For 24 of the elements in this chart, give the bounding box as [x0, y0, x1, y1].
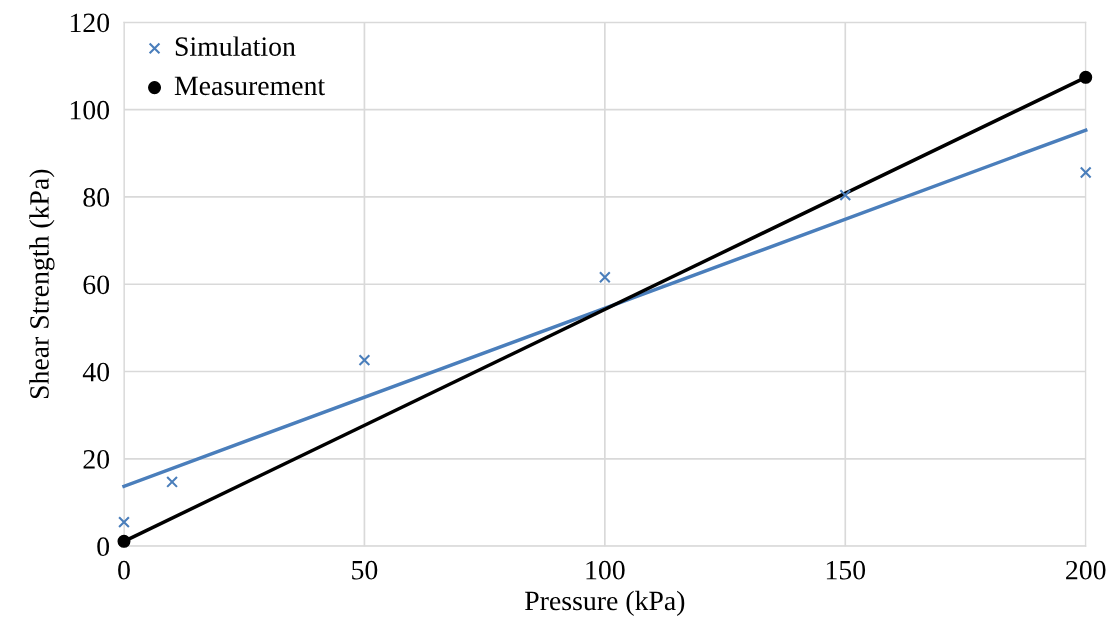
y-tick-label: 60 — [83, 275, 110, 295]
point — [1079, 166, 1092, 179]
point — [118, 516, 130, 529]
legend-label: Simulation — [175, 36, 296, 56]
x-tick-label: 200 — [1066, 560, 1106, 580]
y-tick-label: 0 — [97, 537, 110, 557]
y-tick-label: 120 — [70, 13, 110, 33]
x-tick-label: 150 — [826, 560, 866, 580]
y-tick-label: 40 — [82, 362, 110, 382]
y-tick-label: 80 — [83, 188, 110, 207]
point — [598, 271, 611, 284]
y-axis-title: Shear Strength (kPa) — [29, 169, 55, 399]
point — [166, 476, 179, 488]
point — [358, 354, 371, 367]
y-tick-label: 100 — [70, 100, 110, 120]
x-tick-label: 50 — [352, 560, 378, 580]
x-tick-label: 100 — [586, 560, 625, 580]
point — [117, 534, 131, 548]
x-tick-label: 0 — [118, 560, 130, 580]
point — [1079, 70, 1093, 84]
legend-label: Measurement — [174, 76, 325, 96]
x-axis-title: Pressure (kPa) — [525, 590, 685, 616]
point — [839, 189, 852, 202]
y-tick-label: 20 — [83, 449, 110, 469]
